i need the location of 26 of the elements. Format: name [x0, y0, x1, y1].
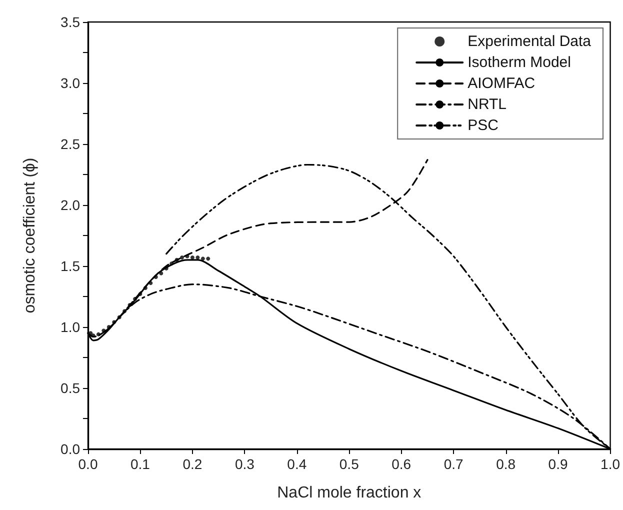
legend-label: AIOMFAC [468, 75, 536, 92]
y-tick-label: 2.5 [60, 136, 80, 152]
x-tick-label: 0.1 [130, 456, 150, 472]
x-tick-label: 1.0 [600, 456, 620, 472]
legend-label: Experimental Data [468, 33, 592, 50]
legend-label: NRTL [468, 96, 507, 113]
x-tick-label: 0.9 [548, 456, 568, 472]
x-tick-label: 0.2 [182, 456, 202, 472]
x-tick-label: 0.8 [496, 456, 516, 472]
x-tick-label: 0.0 [78, 456, 98, 472]
x-axis-title: NaCl mole fraction x [277, 484, 422, 502]
y-tick-label: 3.0 [60, 75, 80, 91]
y-tick-label: 0.0 [60, 441, 80, 457]
x-tick-label: 0.4 [287, 456, 307, 472]
y-tick-label: 1.0 [60, 319, 80, 335]
y-axis-title: osmotic coefficient (ϕ) [22, 158, 38, 314]
x-tick-label: 0.7 [444, 456, 464, 472]
y-tick-label: 0.5 [60, 380, 80, 396]
legend-label: Isotherm Model [468, 54, 571, 71]
y-tick-label: 3.5 [60, 14, 80, 30]
x-tick-label: 0.6 [392, 456, 412, 472]
y-tick-label: 1.5 [60, 258, 80, 274]
y-tick-label: 2.0 [60, 197, 80, 213]
x-tick-label: 0.3 [234, 456, 255, 472]
legend-label: PSC [468, 117, 499, 134]
x-tick-label: 0.5 [339, 456, 360, 472]
